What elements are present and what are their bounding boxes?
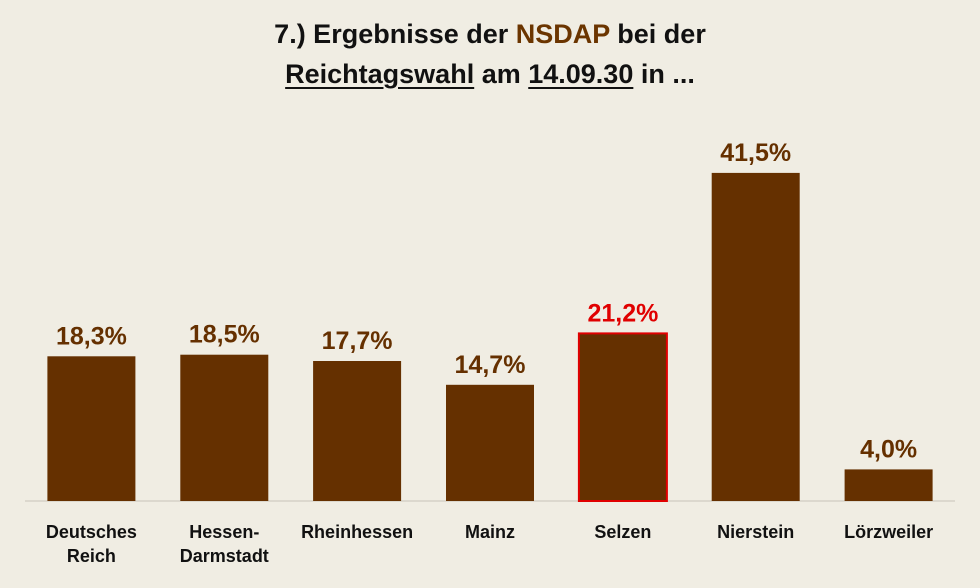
bar-selzen: [577, 332, 668, 502]
data-label: 17,7%: [322, 327, 393, 355]
title-date: 14.09.30: [528, 59, 634, 89]
title-election: Reichtagswahl: [285, 59, 475, 89]
category-label-line: Lörzweiler: [844, 522, 934, 542]
category-label-line: Rheinhessen: [301, 522, 414, 542]
title-line-2: Reichtagswahl am 14.09.30 in ...: [0, 54, 980, 94]
title-line-1: 7.) Ergebnisse der NSDAP bei der: [0, 14, 980, 54]
category-label: Rheinhessen: [292, 520, 422, 544]
data-label: 18,5%: [189, 321, 260, 349]
category-label: Deutsches Reich: [26, 520, 156, 568]
category-label-line: Deutsches: [45, 522, 137, 542]
data-label: 4,0%: [860, 435, 917, 463]
category-label-line: Hessen-: [189, 522, 260, 542]
title-text: in ...: [633, 59, 695, 89]
bar-hessen-darmstadt: [180, 354, 269, 501]
category-label: Lörzweiler: [824, 520, 954, 544]
bar-rheinhessen: [313, 361, 402, 501]
bar-lörzweiler: [844, 469, 933, 501]
bar-deutsches-reich: [47, 356, 136, 501]
category-label-line: Darmstadt: [179, 546, 269, 566]
category-label: Hessen- Darmstadt: [159, 520, 289, 568]
data-label: 14,7%: [455, 351, 526, 379]
category-label-line: Selzen: [594, 522, 652, 542]
category-label: Mainz: [425, 520, 555, 544]
title-text: am: [474, 59, 529, 89]
category-label: Selzen: [558, 520, 688, 544]
title-party-name: NSDAP: [515, 19, 610, 49]
title-text: 7.) Ergebnisse der: [274, 19, 516, 49]
category-label-line: Mainz: [464, 522, 515, 542]
category-label-line: Reich: [66, 546, 116, 566]
category-label-line: Nierstein: [717, 522, 795, 542]
chart-title: 7.) Ergebnisse der NSDAP bei der Reichta…: [0, 14, 980, 94]
data-label: 18,3%: [56, 322, 127, 350]
title-text: bei der: [609, 19, 706, 49]
data-label: 21,2%: [587, 299, 658, 327]
bar-mainz: [446, 384, 534, 501]
bar-nierstein: [711, 172, 800, 501]
data-label: 41,5%: [720, 139, 791, 167]
category-label: Nierstein: [691, 520, 821, 544]
